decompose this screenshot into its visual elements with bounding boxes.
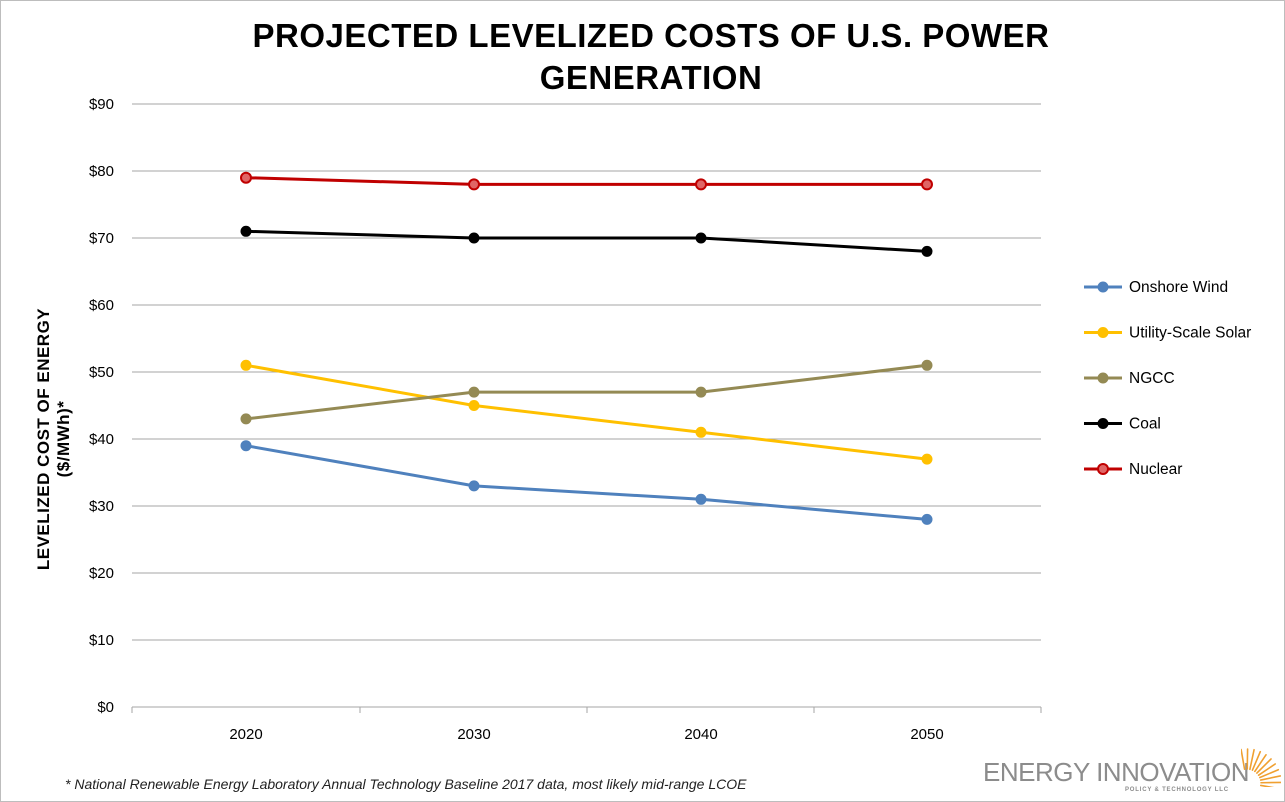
axes — [131, 707, 1042, 713]
series-line — [245, 176, 927, 186]
data-point — [921, 245, 933, 257]
y-tick-labels: $0 $10 $20 $30 $40 $50 $60 $70 $80 $90 — [89, 96, 114, 716]
data-point — [240, 171, 252, 184]
series-line — [245, 363, 928, 421]
legend-label: Nuclear — [1129, 461, 1182, 478]
logo-word-energy: ENERGY — [983, 757, 1097, 787]
logo-tagline: POLICY & TECHNOLOGY LLC — [1125, 787, 1229, 793]
data-point — [468, 178, 480, 191]
y-tick-label: $20 — [89, 565, 114, 582]
y-tick-label: $70 — [89, 230, 114, 247]
sun-ray — [1259, 784, 1275, 787]
legend-swatch-marker — [1097, 463, 1109, 475]
data-point — [468, 232, 480, 244]
data-point — [695, 426, 707, 438]
y-tick-label: $60 — [89, 297, 114, 314]
sun-ray — [1251, 750, 1262, 771]
data-point — [240, 225, 252, 237]
logo-wordmark: ENERGY INNOVATION — [983, 757, 1249, 788]
data-point — [468, 480, 480, 492]
sunburst-icon — [1241, 748, 1281, 787]
sun-ray — [1256, 758, 1272, 774]
sun-ray — [1249, 748, 1255, 771]
legend-swatch-marker — [1097, 327, 1109, 338]
chart-title: PROJECTED LEVELIZED COSTS OF U.S. POWER … — [252, 17, 1050, 96]
legend-label: Utility-Scale Solar — [1129, 325, 1251, 342]
footnote: * National Renewable Energy Laboratory A… — [65, 776, 747, 792]
series-lines — [245, 176, 928, 521]
legend-label: Coal — [1129, 416, 1161, 433]
legend-swatch-marker — [1097, 418, 1109, 429]
gridlines — [132, 103, 1041, 708]
y-tick-label: $40 — [89, 431, 114, 448]
data-point — [921, 359, 933, 371]
sun-ray — [1259, 768, 1280, 779]
y-tick-label: $50 — [89, 364, 114, 381]
data-point — [468, 400, 480, 411]
data-point — [695, 178, 707, 191]
data-point — [695, 232, 707, 244]
x-tick-label: 2030 — [457, 726, 490, 743]
data-point — [921, 178, 933, 191]
legend-label: Onshore Wind — [1129, 279, 1228, 296]
x-tick-label: 2020 — [229, 726, 262, 743]
data-point — [240, 359, 252, 371]
data-point — [468, 386, 480, 398]
data-point — [695, 493, 707, 505]
x-tick-labels: 2020 2030 2040 2050 — [229, 726, 943, 743]
sun-ray — [1254, 754, 1267, 773]
legend-label: NGCC — [1129, 370, 1175, 387]
y-tick-label: $90 — [89, 96, 114, 113]
sun-ray — [1259, 775, 1281, 781]
data-point — [240, 440, 252, 452]
x-tick-label: 2040 — [684, 726, 717, 743]
data-point — [921, 513, 933, 525]
logo-word-innovation: INNOVATION — [1096, 757, 1249, 787]
y-tick-label: $10 — [89, 632, 114, 649]
series-points — [240, 171, 933, 525]
data-point — [240, 413, 252, 425]
legend-swatch-marker — [1097, 281, 1109, 293]
series-line — [245, 229, 928, 253]
sun-ray — [1241, 748, 1246, 771]
energy-innovation-logo: ENERGY INNOVATION POLICY & TECHNOLOGY LL… — [983, 748, 1283, 801]
x-tick-label: 2050 — [910, 726, 943, 743]
y-tick-label: $30 — [89, 498, 114, 515]
data-point — [921, 453, 933, 465]
data-point — [695, 386, 707, 398]
chart-canvas: $0$10$20$30$40$50$60$70$80$90 2020 2030 20… — [89, 96, 1251, 743]
legend-swatch-marker — [1097, 372, 1109, 384]
series-line — [245, 444, 928, 521]
legend: Onshore Wind Utility-Scale Solar NGCC Coal N… — [1084, 279, 1251, 478]
sun-ray — [1257, 763, 1276, 776]
series-line — [245, 363, 928, 461]
y-tick-label: $0 — [97, 699, 114, 716]
y-tick-label: $80 — [89, 163, 114, 180]
